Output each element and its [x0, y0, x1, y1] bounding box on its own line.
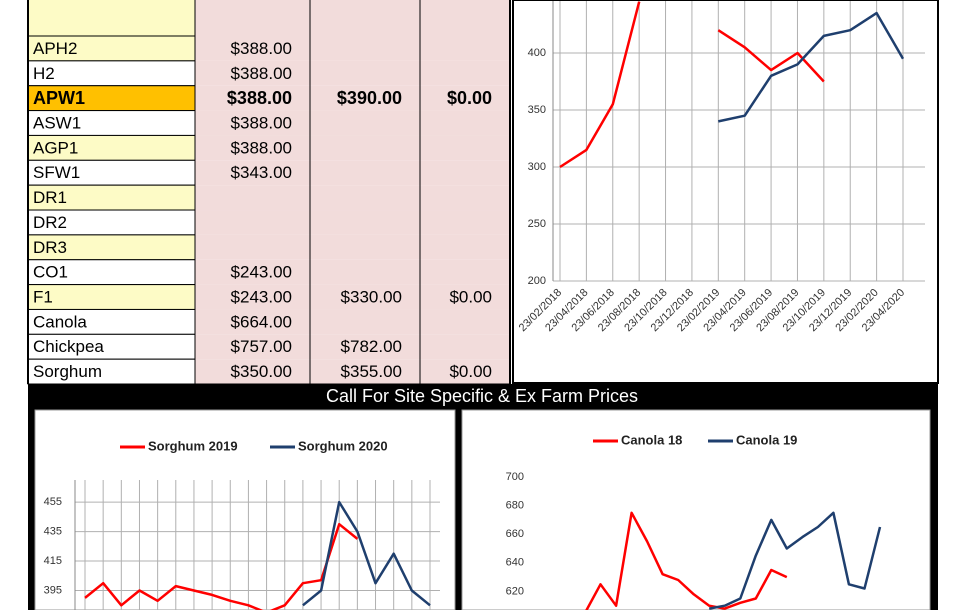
- price-cell: [195, 0, 510, 36]
- line-chart: 620 640 660 680 700 Canola 18 Canola 19: [506, 432, 882, 610]
- grade-name: F1: [33, 288, 53, 307]
- y-tick-label: 350: [528, 104, 546, 116]
- price-cell: [195, 334, 510, 360]
- name-cell: [27, 209, 196, 236]
- chart-box: [461, 409, 931, 610]
- price: $0.00: [449, 362, 492, 381]
- legend-label: Sorghum 2020: [298, 438, 388, 453]
- price: $388.00: [231, 39, 292, 58]
- banner: Call For Site Specific & Ex Farm Prices: [326, 386, 638, 406]
- legend-label: Canola 19: [736, 432, 797, 447]
- line-series: [585, 511, 788, 610]
- grade-name: ASW1: [33, 113, 81, 132]
- grade-name: Canola: [33, 312, 87, 331]
- line-series: [559, 1, 825, 169]
- price: $355.00: [341, 362, 402, 381]
- y-tick-label: 400: [528, 47, 546, 59]
- grade-name: SFW1: [33, 163, 80, 182]
- price: $388.00: [231, 138, 292, 157]
- grade-name: DR1: [33, 188, 67, 207]
- price: $243.00: [231, 288, 292, 307]
- grade-name: AGP1: [33, 138, 78, 157]
- price-cell: [195, 210, 510, 235]
- name-cell: [27, 308, 196, 335]
- name-cell: [27, 184, 196, 211]
- line-series: [708, 511, 882, 610]
- price: $243.00: [231, 263, 292, 282]
- grade-name: Sorghum: [33, 362, 102, 381]
- name-cell: [27, 284, 196, 310]
- line-series: [718, 11, 905, 123]
- price-cell: [195, 359, 510, 385]
- chart-box: [512, 0, 939, 384]
- price: $343.00: [231, 163, 292, 182]
- y-tick-label: 250: [528, 218, 546, 230]
- price-cell: [195, 135, 510, 161]
- price: $388.00: [231, 64, 292, 83]
- grade-name: H2: [33, 64, 55, 83]
- price-cell: [195, 60, 510, 86]
- price: $350.00: [231, 362, 292, 381]
- y-tick-label: 700: [506, 471, 524, 483]
- y-tick-label: 620: [506, 585, 524, 597]
- y-tick-label: 300: [528, 161, 546, 173]
- grade-name: APH2: [33, 39, 77, 58]
- y-tick-label: 660: [506, 528, 524, 540]
- line-series: [84, 522, 359, 610]
- price-cell: [195, 85, 510, 111]
- grade-name: CO1: [33, 263, 68, 282]
- price-cell: [195, 309, 510, 335]
- price: $782.00: [341, 337, 402, 356]
- price: $664.00: [231, 312, 292, 331]
- line-series: [302, 500, 431, 607]
- y-tick-label: 680: [506, 500, 524, 512]
- plot: 395 415 435 455: [44, 480, 440, 610]
- chart-box: [34, 409, 456, 610]
- name-cell: [27, 333, 196, 360]
- price: $388.00: [227, 88, 292, 108]
- line-chart: 395 415 435 455 Sorghum 2019 Sorghum 2020: [44, 438, 440, 610]
- price: $0.00: [447, 88, 492, 108]
- price: $0.00: [449, 288, 492, 307]
- legend-label: Sorghum 2019: [148, 438, 238, 453]
- price-cell: [195, 110, 510, 136]
- price-cell: [195, 284, 510, 310]
- y-tick-label: 415: [44, 555, 62, 567]
- name-cell: [28, 0, 195, 36]
- price: $330.00: [341, 288, 402, 307]
- plot: 620 640 660 680 700: [506, 471, 882, 610]
- grade-name: DR3: [33, 238, 67, 257]
- name-cell: [27, 134, 196, 161]
- price: $757.00: [231, 337, 292, 356]
- grade-name: Chickpea: [33, 337, 104, 356]
- price-cell: [195, 234, 510, 260]
- price-cell: [195, 160, 510, 186]
- y-tick-label: 435: [44, 525, 62, 537]
- y-tick-label: 455: [44, 496, 62, 508]
- price-cell: [195, 36, 510, 61]
- y-tick-label: 640: [506, 557, 524, 569]
- name-cell: [27, 358, 196, 385]
- y-tick-label: 200: [528, 275, 546, 287]
- y-tick-label: 395: [44, 584, 62, 596]
- legend-label: Canola 18: [621, 432, 682, 447]
- grade-name: APW1: [33, 88, 85, 108]
- y-tick-label: 450: [528, 0, 546, 2]
- price: $390.00: [337, 88, 402, 108]
- price-cell: [195, 259, 510, 285]
- grade-name: DR2: [33, 213, 67, 232]
- price-cell: [195, 185, 510, 211]
- price: $388.00: [231, 113, 292, 132]
- price-table: APH2 $388.00 H2 $388.00 APW1 $388.00 $390.00 $0…: [27, 0, 511, 385]
